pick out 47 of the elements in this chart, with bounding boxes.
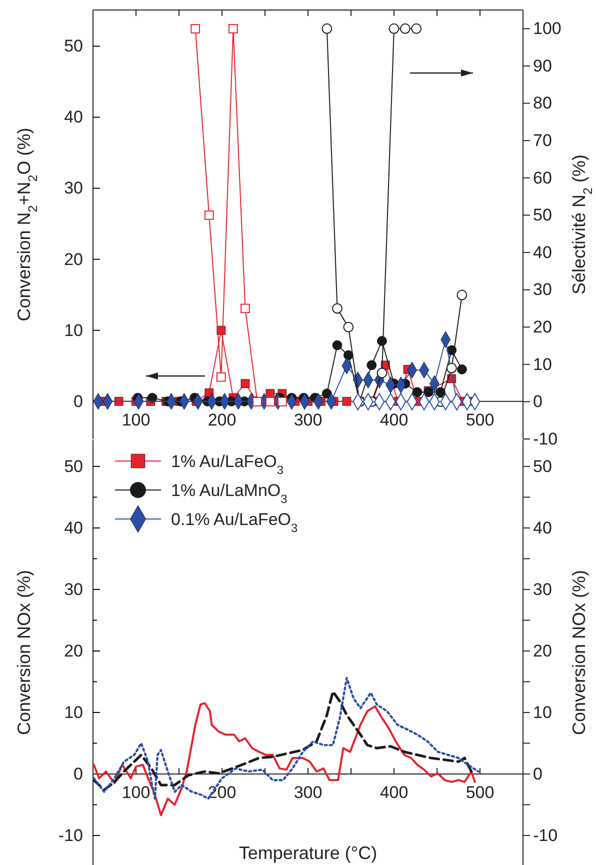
y2-tick-label: 10 bbox=[533, 354, 552, 374]
x-tick-label: 500 bbox=[466, 783, 494, 802]
y2-tick-label: 90 bbox=[533, 56, 552, 76]
y2-tick-label: 30 bbox=[533, 580, 552, 599]
y2-tick-label: 40 bbox=[533, 518, 552, 538]
y-axis-title: Conversion NOx (%) bbox=[14, 570, 34, 736]
y2-tick-label: 60 bbox=[533, 168, 552, 188]
y2-tick-label: 40 bbox=[533, 242, 552, 262]
y2-tick-label: 80 bbox=[533, 94, 552, 113]
y-tick-label: -10 bbox=[58, 826, 83, 845]
y2-tick-label: 50 bbox=[533, 206, 552, 225]
y2-tick-label: 70 bbox=[533, 131, 552, 150]
y2-axis-title: Conversion NOx (%) bbox=[569, 570, 589, 736]
y-tick-label: 20 bbox=[64, 250, 83, 269]
y2-tick-label: 50 bbox=[533, 456, 552, 476]
y2-tick-label: 30 bbox=[533, 280, 552, 300]
y-tick-label: 20 bbox=[64, 641, 83, 660]
y2-tick-label: -10 bbox=[533, 429, 558, 448]
y2-tick-label: 0 bbox=[533, 392, 542, 412]
x-tick-label: 100 bbox=[122, 783, 150, 802]
y-tick-label: 30 bbox=[64, 178, 83, 198]
y2-tick-label: 20 bbox=[533, 318, 552, 337]
y-tick-label: 10 bbox=[64, 320, 83, 340]
y2-tick-label: 10 bbox=[533, 702, 552, 722]
y2-tick-label: 100 bbox=[533, 19, 562, 38]
legend-label: 0.1% Au/LaFeO$_{3}$ bbox=[171, 510, 298, 535]
x-tick-label: 100 bbox=[122, 410, 150, 430]
x-tick-label: 300 bbox=[294, 410, 322, 430]
y-tick-label: 30 bbox=[64, 580, 83, 599]
x-tick-label: 500 bbox=[466, 410, 494, 430]
y-tick-label: 0 bbox=[74, 392, 83, 411]
x-tick-label: 400 bbox=[380, 783, 408, 802]
x-tick-label: 300 bbox=[294, 783, 322, 802]
y-tick-label: 40 bbox=[64, 108, 83, 127]
legend-label: 1% Au/LaFeO$_{3}$ bbox=[171, 452, 284, 477]
x-tick-label: 400 bbox=[380, 410, 408, 430]
legend-label: 1% Au/LaMnO$_{3}$ bbox=[171, 481, 288, 506]
y2-tick-label: 0 bbox=[533, 764, 542, 784]
y-tick-label: 0 bbox=[74, 764, 83, 784]
y-tick-label: 50 bbox=[64, 36, 83, 56]
y-tick-label: 50 bbox=[64, 456, 83, 476]
x-axis-title: Temperature (°C) bbox=[238, 843, 378, 863]
y-tick-label: 40 bbox=[64, 518, 83, 538]
y2-tick-label: -10 bbox=[533, 826, 558, 845]
y-tick-label: 10 bbox=[64, 702, 83, 722]
y2-tick-label: 20 bbox=[533, 641, 552, 660]
x-tick-label: 200 bbox=[208, 410, 236, 430]
